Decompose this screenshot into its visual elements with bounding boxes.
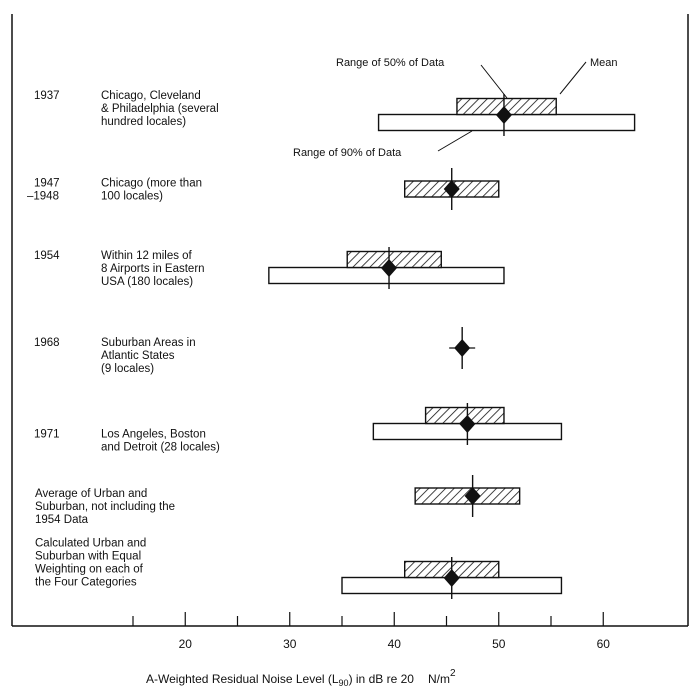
row-description-line: Weighting on each of — [35, 564, 144, 576]
row-description-line: 8 Airports in Eastern — [101, 263, 205, 275]
row-description-line: Los Angeles, Boston — [101, 429, 206, 441]
row-description-line: the Four Categories — [35, 577, 137, 589]
x-axis-label: A-Weighted Residual Noise Level (L90) in… — [146, 668, 456, 688]
mean-marker — [495, 106, 512, 124]
data-rows: 1937 Chicago, Cleveland& Philadelphia (se… — [27, 90, 636, 599]
leader-mean — [559, 61, 587, 95]
leader-range90 — [437, 130, 473, 152]
row-description-line: USA (180 locales) — [101, 276, 193, 288]
row-description-line: & Philadelphia (several — [101, 103, 219, 115]
row-year: 1947 — [34, 178, 60, 190]
row-description-line: Calculated Urban and — [35, 538, 146, 550]
row-description-line: Within 12 miles of — [101, 250, 193, 262]
row-year-end: –1948 — [27, 191, 59, 203]
row-description-line: Average of Urban and — [35, 488, 147, 500]
x-tick-label: 30 — [283, 637, 297, 651]
mean-marker — [464, 487, 481, 505]
annotation-mean: Mean — [590, 57, 618, 69]
row-description-line: Suburban Areas in — [101, 337, 196, 349]
row-description-line: 100 locales) — [101, 191, 163, 203]
x-tick-label: 60 — [597, 637, 611, 651]
mean-marker — [459, 415, 476, 433]
data-row: 1937 Chicago, Cleveland& Philadelphia (se… — [34, 90, 636, 136]
row-description-line: Chicago, Cleveland — [101, 90, 201, 102]
annotation-range50: Range of 50% of Data — [336, 57, 445, 69]
row-description-line: and Detroit (28 locales) — [101, 442, 220, 454]
row-description-line: 1954 Data — [35, 514, 89, 526]
annotations: Range of 50% of Data Mean Range of 90% o… — [293, 57, 618, 159]
row-description-line: Chicago (more than — [101, 178, 202, 190]
row-description-line: hundred locales) — [101, 116, 186, 128]
mean-marker — [454, 339, 471, 357]
row-year: 1954 — [34, 250, 60, 262]
row-year: 1968 — [34, 337, 60, 349]
data-row: 1954 Within 12 miles of8 Airports in East… — [34, 247, 505, 289]
row-description-line: Suburban with Equal — [35, 551, 141, 563]
row-description-line: Suburban, not including the — [35, 501, 175, 513]
x-tick-label: 20 — [179, 637, 193, 651]
mean-marker — [381, 259, 398, 277]
row-description-line: (9 locales) — [101, 363, 154, 375]
x-tick-label: 40 — [388, 637, 402, 651]
mean-marker — [443, 569, 460, 587]
x-tick-label: 50 — [492, 637, 506, 651]
row-description-line: Atlantic States — [101, 350, 175, 362]
mean-marker — [443, 180, 460, 198]
annotation-range90: Range of 90% of Data — [293, 147, 402, 159]
x-ticks: 20 30 40 50 60 — [132, 612, 611, 651]
row-year: 1971 — [34, 429, 60, 441]
row-year: 1937 — [34, 90, 60, 102]
leader-range50 — [480, 64, 508, 99]
